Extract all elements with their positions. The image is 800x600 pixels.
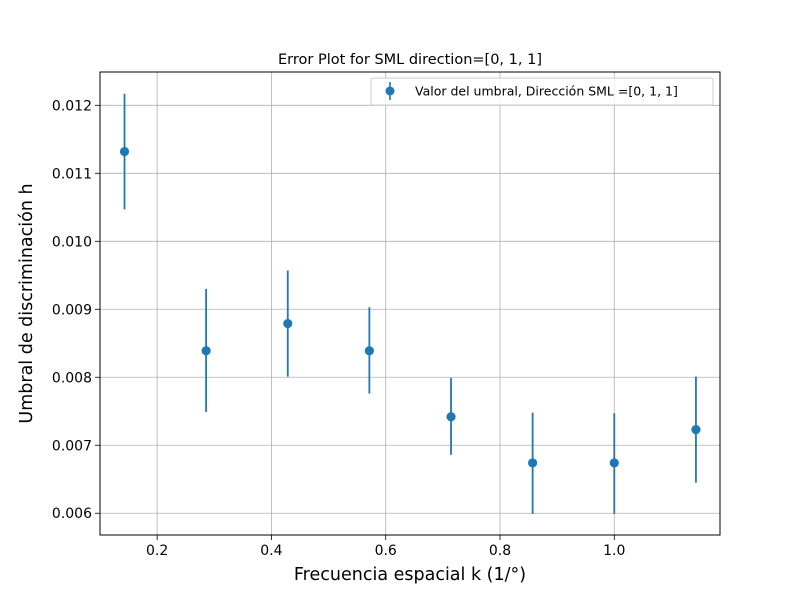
y-tick-label: 0.012 xyxy=(52,98,92,114)
data-point xyxy=(528,458,538,468)
y-tick-label: 0.011 xyxy=(52,166,92,182)
plot-frame xyxy=(99,71,721,536)
chart-title: Error Plot for SML direction=[0, 1, 1] xyxy=(278,52,542,68)
axes: 0.2 0.4 0.6 0.8 1.0 0.006 0.007 0.008 0.009 0.010… xyxy=(52,98,626,559)
data-point xyxy=(691,425,701,435)
y-tick-label: 0.008 xyxy=(52,370,92,386)
data-point xyxy=(446,412,456,422)
legend: Valor del umbral, Dirección SML =[0, 1, … xyxy=(370,77,714,106)
x-tick-label: 1.0 xyxy=(603,543,625,559)
legend-box xyxy=(370,77,714,106)
legend-entry-label: Valor del umbral, Dirección SML =[0, 1, … xyxy=(415,84,678,99)
x-tick-label: 0.8 xyxy=(489,543,511,559)
grid xyxy=(100,72,720,535)
x-tick-label: 0.4 xyxy=(260,543,282,559)
data-series xyxy=(119,93,701,514)
y-axis-label: Umbral de discriminación h xyxy=(17,183,37,423)
data-point xyxy=(609,458,619,468)
y-tick-label: 0.010 xyxy=(52,234,92,250)
x-tick-label: 0.2 xyxy=(146,543,168,559)
data-point xyxy=(201,346,211,356)
data-point xyxy=(119,146,130,157)
plot-area xyxy=(100,72,720,535)
y-tick-label: 0.009 xyxy=(52,302,92,318)
y-tick-label: 0.006 xyxy=(52,506,92,522)
data-point xyxy=(283,318,293,329)
data-point xyxy=(364,346,374,356)
x-axis-label: Frecuencia espacial k (1/°) xyxy=(294,565,526,585)
legend-marker-icon xyxy=(385,86,395,96)
x-tick-label: 0.6 xyxy=(375,543,397,559)
y-tick-label: 0.007 xyxy=(52,438,92,454)
